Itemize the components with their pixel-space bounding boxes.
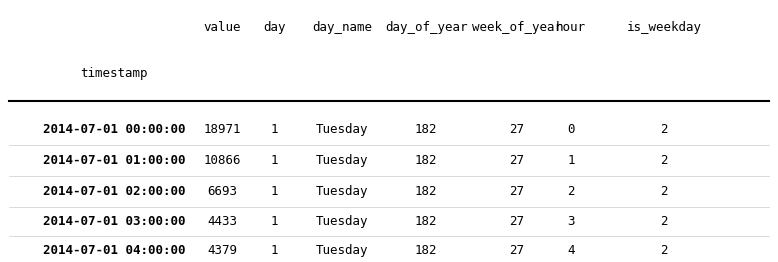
Text: 2: 2 [661,185,668,198]
Text: 27: 27 [510,154,524,167]
Text: 27: 27 [510,123,524,136]
Text: 4433: 4433 [207,215,237,228]
Text: 2014-07-01 03:00:00: 2014-07-01 03:00:00 [43,215,185,228]
Text: 27: 27 [510,215,524,228]
Text: 2: 2 [567,185,575,198]
Text: 2: 2 [661,215,668,228]
Text: 1: 1 [567,154,575,167]
Text: 2014-07-01 02:00:00: 2014-07-01 02:00:00 [43,185,185,198]
Text: day: day [263,21,286,34]
Text: Tuesday: Tuesday [316,244,369,257]
Text: 2014-07-01 01:00:00: 2014-07-01 01:00:00 [43,154,185,167]
Text: 182: 182 [415,123,437,136]
Text: 0: 0 [567,123,575,136]
Text: 27: 27 [510,185,524,198]
Text: 3: 3 [567,215,575,228]
Text: Tuesday: Tuesday [316,215,369,228]
Text: 27: 27 [510,244,524,257]
Text: 10866: 10866 [204,154,241,167]
Text: is_weekday: is_weekday [627,21,702,34]
Text: 4: 4 [567,244,575,257]
Text: 2: 2 [661,123,668,136]
Text: 18971: 18971 [204,123,241,136]
Text: Tuesday: Tuesday [316,123,369,136]
Text: 182: 182 [415,215,437,228]
Text: value: value [204,21,241,34]
Text: timestamp: timestamp [80,68,148,80]
Text: 2014-07-01 04:00:00: 2014-07-01 04:00:00 [43,244,185,257]
Text: 2: 2 [661,244,668,257]
Text: 1: 1 [271,244,278,257]
Text: 182: 182 [415,154,437,167]
Text: week_of_year: week_of_year [472,21,562,34]
Text: 1: 1 [271,215,278,228]
Text: day_name: day_name [313,21,373,34]
Text: Tuesday: Tuesday [316,185,369,198]
Text: day_of_year: day_of_year [385,21,468,34]
Text: Tuesday: Tuesday [316,154,369,167]
Text: 182: 182 [415,244,437,257]
Text: 2: 2 [661,154,668,167]
Text: hour: hour [556,21,586,34]
Text: 2014-07-01 00:00:00: 2014-07-01 00:00:00 [43,123,185,136]
Text: 6693: 6693 [207,185,237,198]
Text: 1: 1 [271,123,278,136]
Text: 182: 182 [415,185,437,198]
Text: 1: 1 [271,154,278,167]
Text: 1: 1 [271,185,278,198]
Text: 4379: 4379 [207,244,237,257]
